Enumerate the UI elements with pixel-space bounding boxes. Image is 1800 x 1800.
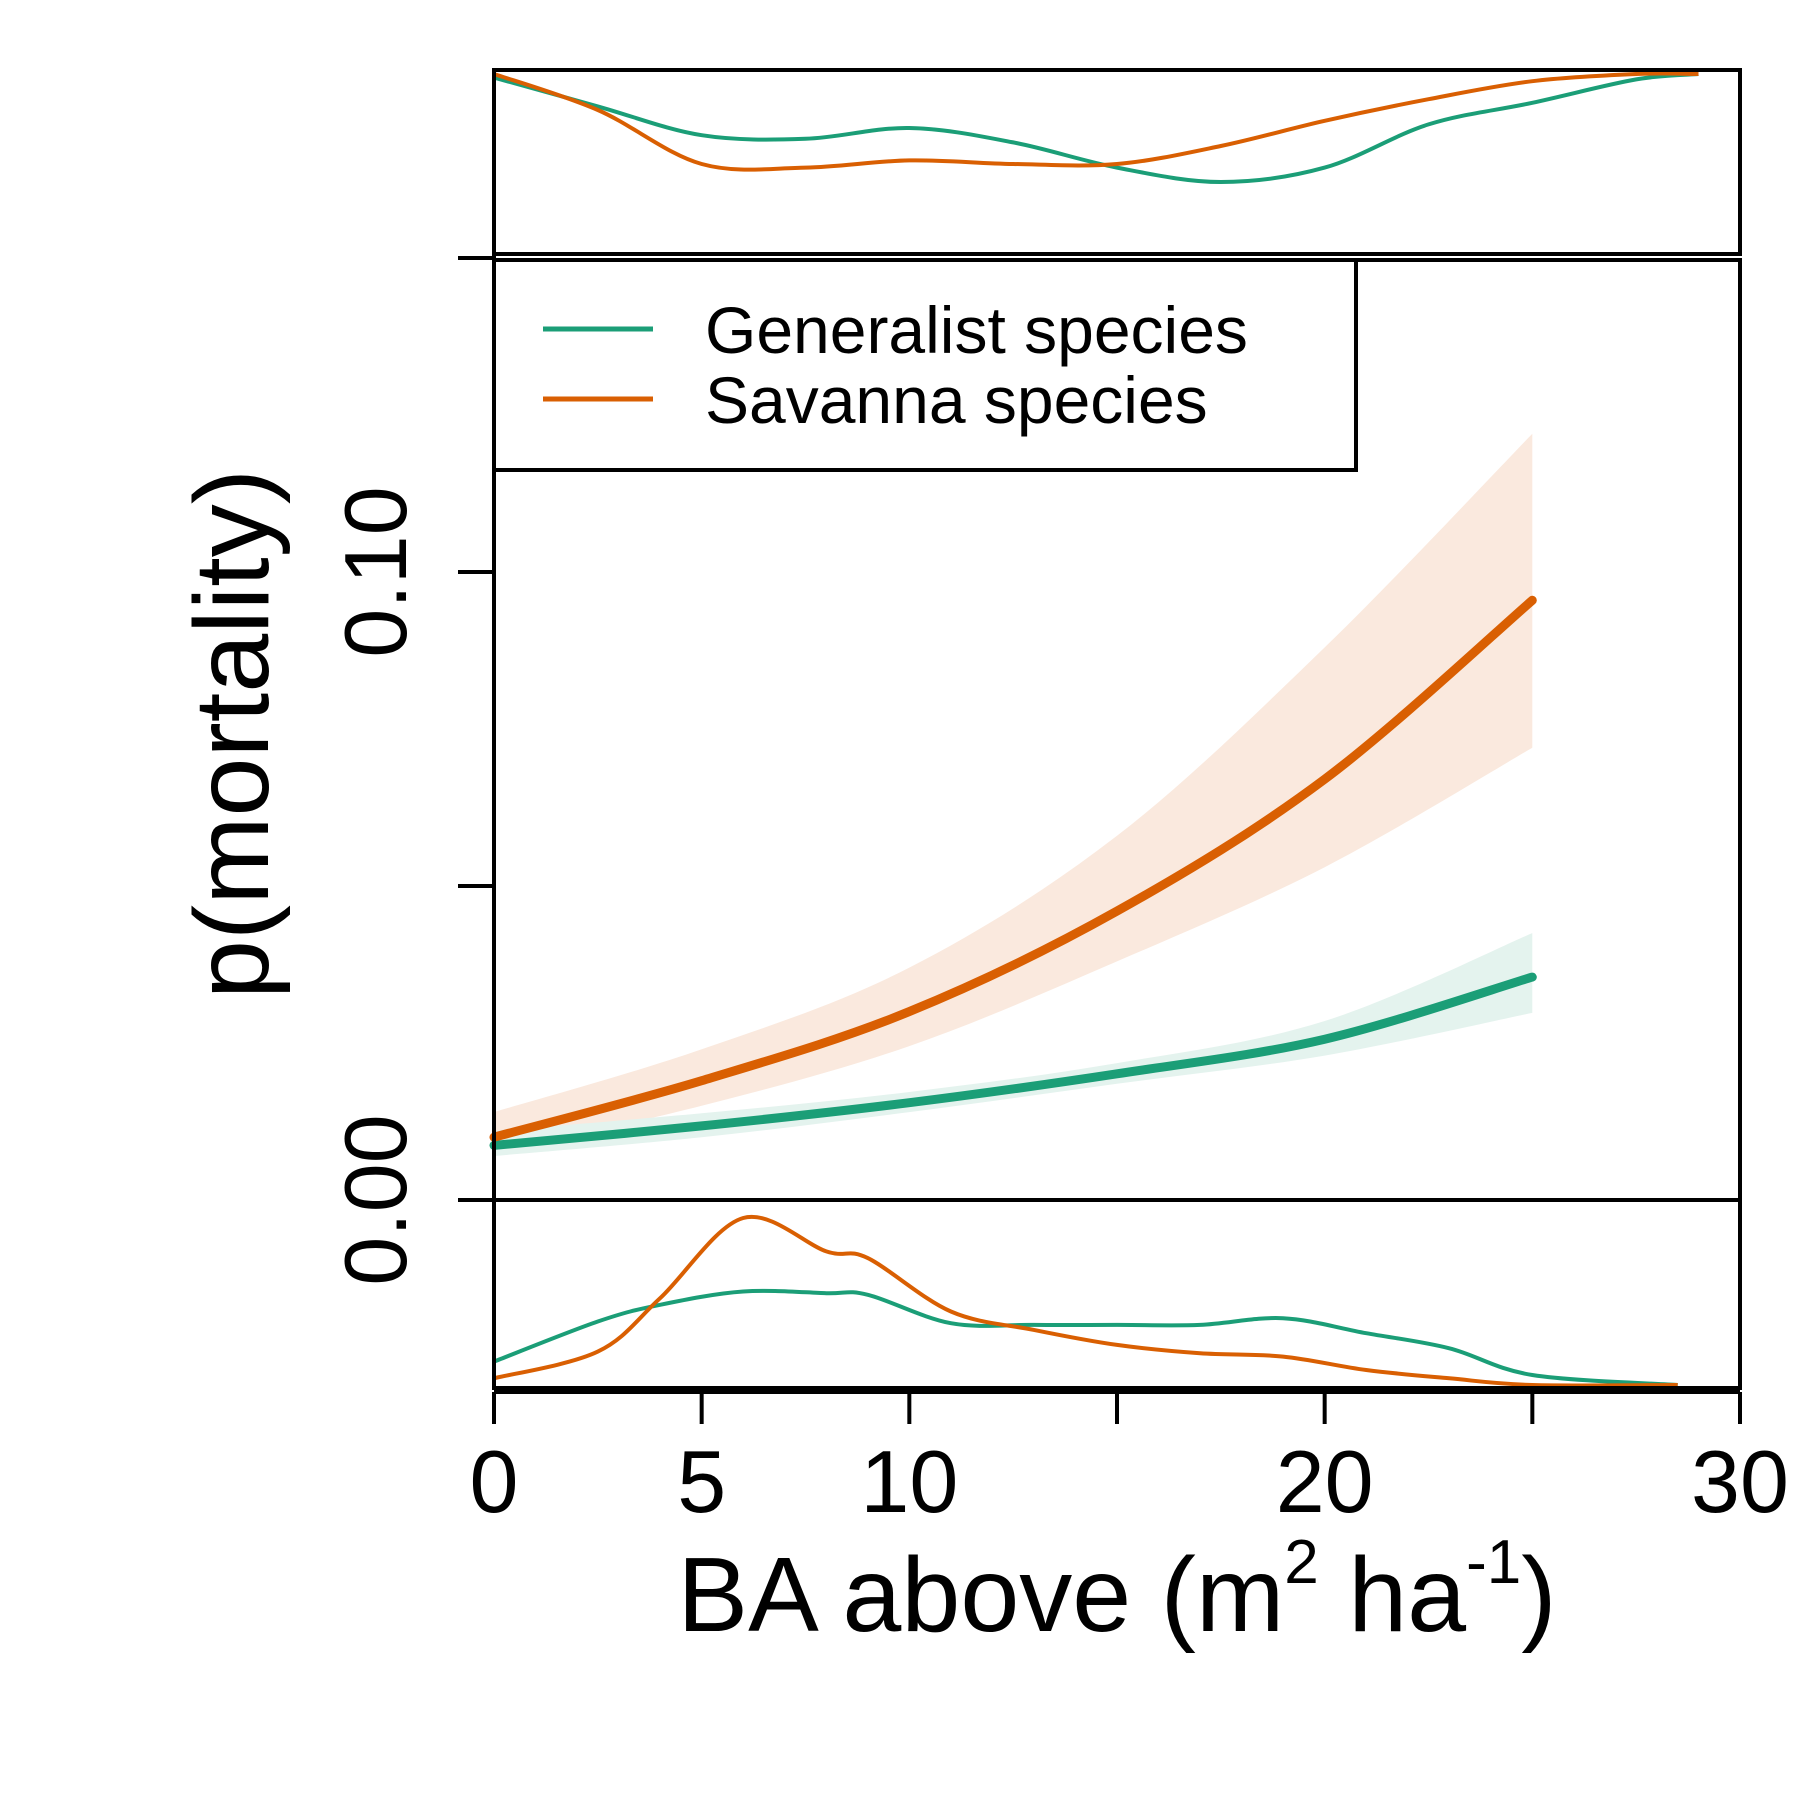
x-axis-title-sup1: 2 — [1284, 1528, 1318, 1597]
legend-label-generalist: Generalist species — [705, 293, 1248, 367]
top-density-generalist — [493, 72, 1699, 185]
legend-label-savanna: Savanna species — [705, 363, 1208, 437]
x-axis: 0 5 10 20 30 — [470, 1390, 1789, 1531]
x-axis-title-end: ) — [1521, 1536, 1556, 1654]
x-tick-label: 10 — [860, 1432, 958, 1531]
top-density-savanna — [493, 71, 1699, 172]
x-tick-label: 0 — [470, 1432, 519, 1531]
y-tick-label: 0.10 — [326, 486, 425, 657]
x-tick-label: 5 — [677, 1432, 726, 1531]
y-axis-title: p(mortality) — [173, 469, 291, 999]
top-marginal-panel — [492, 68, 1742, 256]
legend: Generalist species Savanna species — [492, 258, 1358, 472]
bottom-density-savanna — [493, 1214, 1678, 1388]
bottom-marginal-frame — [492, 1198, 1742, 1390]
ci-band-savanna — [494, 433, 1533, 1153]
x-axis-title: BA above (m2 ha-1) — [677, 1528, 1556, 1654]
bottom-density-generalist — [493, 1288, 1678, 1387]
top-marginal-frame — [492, 68, 1742, 256]
x-axis-title-sup2: -1 — [1466, 1528, 1521, 1597]
x-axis-title-main: BA above (m — [677, 1536, 1284, 1654]
bottom-marginal-panel — [492, 1198, 1742, 1390]
y-axis: 0.00 0.10 — [326, 254, 496, 1286]
x-tick-label: 20 — [1276, 1432, 1374, 1531]
x-tick-label: 30 — [1691, 1432, 1789, 1531]
series-line-savanna — [489, 595, 1537, 1142]
series-line-generalist — [489, 972, 1537, 1150]
x-axis-title-mid: ha — [1319, 1536, 1466, 1654]
y-tick-label: 0.00 — [326, 1114, 425, 1285]
legend-box — [492, 258, 1358, 472]
